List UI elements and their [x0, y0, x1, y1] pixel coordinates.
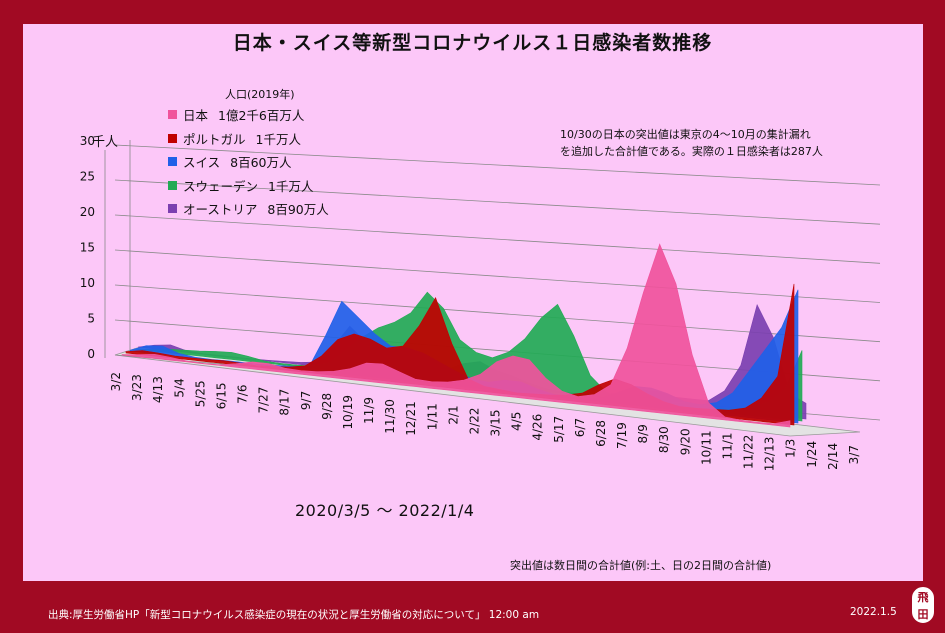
x-tick-label: 5/25: [193, 380, 207, 407]
y-tick-label: 10: [80, 276, 95, 290]
legend-item: 日本 1億2千6百万人: [168, 103, 329, 127]
x-tick-label: 5/4: [172, 378, 186, 397]
x-tick-label: 3/7: [847, 445, 861, 464]
legend-item: スイス 8百60万人: [168, 150, 329, 174]
y-tick-label: 15: [80, 241, 95, 255]
legend-series-name: ポルトガル: [183, 131, 246, 147]
outlier-note-line-1: 10/30の日本の突出値は東京の4～10月の集計漏れ: [560, 128, 811, 141]
x-tick-label: 8/17: [278, 389, 292, 416]
x-tick-label: 7/6: [236, 385, 250, 404]
gridline: [114, 214, 881, 264]
x-tick-label: 1/24: [805, 441, 819, 468]
x-tick-label: 6/28: [594, 420, 608, 447]
x-tick-label: 10/11: [699, 430, 713, 465]
legend-population: 1億2千6百万人: [214, 108, 305, 124]
seal-char-2: 田: [917, 608, 929, 621]
x-tick-label: 10/19: [341, 395, 355, 430]
gridline: [114, 249, 881, 303]
date-range: 2020/3/5 〜 2022/1/4: [295, 501, 475, 520]
x-tick-label: 9/7: [299, 391, 313, 410]
y-tick-label: 30: [80, 134, 95, 148]
legend-item: ポルトガル 1千万人: [168, 127, 329, 151]
peak-note: 突出値は数日間の合計値(例:土、日の2日間の合計値): [510, 559, 772, 572]
x-tick-label: 9/28: [320, 393, 334, 420]
legend-swatch: [168, 133, 177, 143]
x-tick-label: 6/15: [214, 382, 228, 409]
y-tick-label: 20: [80, 205, 95, 219]
x-tick-label: 4/26: [531, 414, 545, 441]
x-tick-label: 2/22: [467, 407, 481, 434]
legend-population: 1千万人: [251, 131, 301, 147]
y-tick-label: 5: [87, 312, 95, 326]
x-tick-label: 11/1: [720, 432, 734, 459]
x-tick-label: 11/9: [362, 397, 376, 424]
legend-series-name: 日本: [183, 108, 209, 124]
x-tick-label: 3/23: [130, 374, 144, 401]
gridline: [114, 179, 881, 225]
legend-item: オーストリア 8百90万人: [168, 197, 329, 221]
x-tick-label: 5/17: [552, 416, 566, 443]
legend-item: スウェーデン 1千万人: [168, 174, 329, 198]
x-tick-label: 11/22: [742, 435, 756, 470]
legend: 日本 1億2千6百万人 ポルトガル 1千万人 スイス 8百60万人 スウェーデン 1千…: [168, 103, 329, 221]
chart-title: 日本・スイス等新型コロナウイルス１日感染者数推移: [232, 32, 713, 54]
x-tick-label: 11/30: [383, 399, 397, 434]
legend-series-name: スウェーデン: [183, 178, 259, 194]
x-tick-label: 4/13: [151, 376, 165, 403]
legend-swatch: [168, 110, 177, 120]
outlier-note-line-2: を追加した合計値である。実際の１日感染者は287人: [560, 145, 823, 158]
footer-date: 2022.1.5: [850, 606, 897, 618]
x-tick-label: 8/30: [657, 426, 671, 453]
seal-char-1: 飛: [917, 591, 929, 604]
legend-population: 8百60万人: [226, 155, 292, 171]
x-tick-label: 7/19: [615, 422, 629, 449]
legend-swatch: [168, 157, 177, 167]
legend-series-name: スイス: [183, 155, 221, 171]
x-tick-label: 7/27: [257, 387, 271, 414]
x-tick-label: 3/2: [109, 372, 123, 391]
x-tick-label: 1/11: [425, 403, 439, 430]
legend-population: 8百90万人: [263, 202, 329, 218]
y-tick-label: 25: [80, 170, 95, 184]
x-tick-label: 6/7: [573, 418, 587, 437]
gridline: [114, 144, 881, 186]
legend-header: 人口(2019年): [225, 88, 295, 101]
x-tick-label: 4/5: [510, 412, 524, 431]
y-axis-label: 千人: [92, 135, 118, 150]
x-tick-label: 12/21: [404, 401, 418, 436]
legend-swatch: [168, 204, 177, 214]
x-tick-label: 1/3: [784, 439, 798, 458]
x-tick-label: 2/14: [826, 443, 840, 470]
legend-swatch: [168, 180, 177, 190]
x-tick-label: 3/15: [489, 410, 503, 437]
legend-series-name: オーストリア: [183, 202, 258, 218]
x-tick-label: 12/13: [763, 437, 777, 472]
source-text: 出典:厚生労働省HP「新型コロナウイルス感染症の現在の状況と厚生労働省の対応につ…: [48, 609, 540, 621]
y-tick-label: 0: [87, 347, 95, 361]
outlier-note: 10/30の日本の突出値は東京の4～10月の集計漏れ を追加した合計値である。実…: [560, 126, 823, 160]
x-tick-label: 2/1: [446, 405, 460, 424]
x-tick-label: 9/20: [678, 428, 692, 455]
x-tick-label: 8/9: [636, 424, 650, 443]
seal-stamp: 飛 田: [910, 585, 936, 625]
series-area-0: [121, 243, 791, 428]
legend-population: 1千万人: [264, 178, 314, 194]
